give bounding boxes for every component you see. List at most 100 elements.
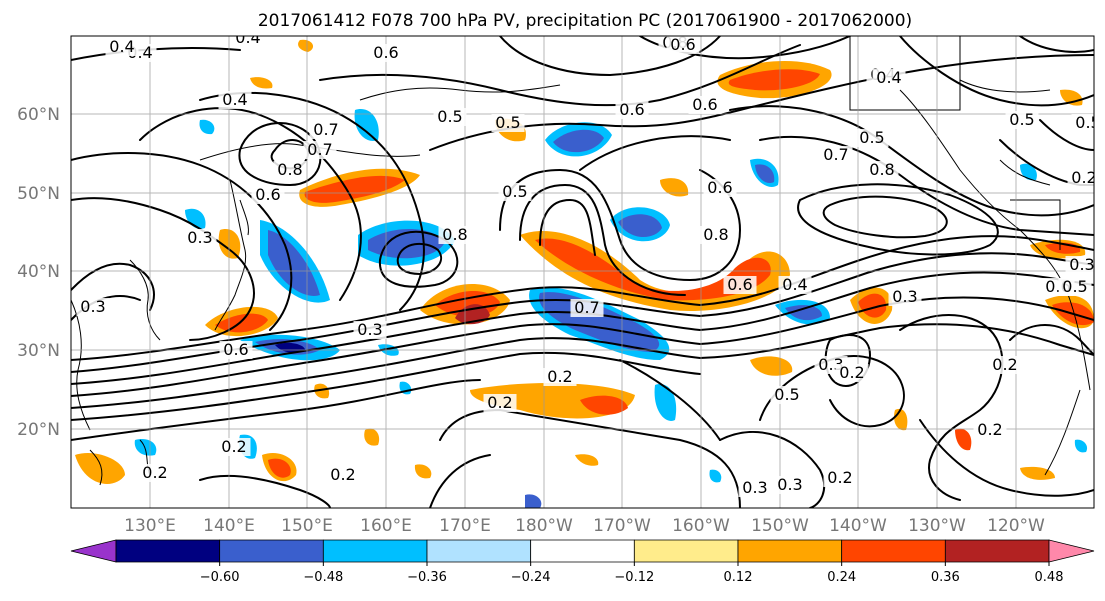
lat-label: 40°N (17, 262, 60, 282)
contour-label-bg (703, 179, 737, 197)
contour-label-bg (498, 183, 532, 201)
contour-label: 0.6 (255, 185, 280, 204)
figure-title: 2017061412 F078 700 hPa PV, precipitatio… (258, 11, 912, 31)
contour-label-bg (865, 161, 899, 179)
contour-label: 0.4 (222, 90, 247, 109)
lon-label: 130°W (908, 516, 966, 536)
contour-label: 0.4 (235, 28, 260, 47)
colorbar-extend-high (1048, 539, 1095, 563)
colorbar-segment (944, 539, 1050, 563)
contour-label: 0.3 (357, 320, 382, 339)
contour-label: 0.3 (1069, 255, 1094, 274)
contour-label-bg (823, 469, 857, 487)
contour-label-bg (570, 299, 604, 317)
contour-label-bg (438, 226, 472, 244)
contour-label-bg (138, 464, 172, 482)
contour-label: 0.2 (547, 367, 572, 386)
contour-label-bg (888, 288, 922, 306)
contour-label: 0.7 (313, 120, 338, 139)
colorbar-segment (633, 539, 739, 563)
lon-label: 160°W (672, 516, 730, 536)
contour-label-bg (770, 386, 804, 404)
contour-label-bg (231, 36, 265, 47)
contour-label: 0.2 (992, 355, 1017, 374)
contour-label: 0.5 (774, 385, 799, 404)
contour-label-bg (773, 476, 807, 494)
contour-label-bg (699, 226, 733, 244)
contour-label-bg (251, 186, 285, 204)
contour-label: 0.2 (221, 437, 246, 456)
contour-label-bg (738, 479, 772, 497)
lat-label: 20°N (17, 420, 60, 440)
contour-label: 0.2 (827, 468, 852, 487)
contour-label-bg (353, 321, 387, 339)
contour-label-bg (303, 141, 337, 159)
contour-label-bg (855, 129, 889, 147)
contour-label: 0.5 (859, 128, 884, 147)
contour-label: 0.6 (373, 43, 398, 62)
colorbar-segment (841, 539, 946, 563)
contour-label-bg (688, 96, 722, 114)
colorbar-tick-label: −0.24 (511, 570, 551, 585)
lat-label: 50°N (17, 184, 60, 204)
contour-label: 0.5 (1062, 277, 1087, 296)
contour-label: 0.6 (727, 275, 752, 294)
colorbar-tick-label: 0.24 (827, 570, 856, 585)
contour-label-bg (76, 298, 110, 316)
contour-label: 0.6 (223, 340, 248, 359)
contour-label: 0.3 (187, 228, 212, 247)
contour-label-bg (183, 229, 217, 247)
colorbar-tick-label: −0.48 (303, 570, 343, 585)
contour-label: 0.6 (619, 100, 644, 119)
colorbar-segment (737, 539, 843, 563)
colorbar-extend-low (70, 539, 117, 563)
contour-label-bg (778, 276, 812, 294)
contour-label: 0.7 (823, 145, 848, 164)
contour-label: 0.2 (330, 465, 355, 484)
contour-label: 0.4 (876, 68, 901, 87)
colorbar-tick-label: 0.36 (931, 570, 960, 585)
contour-label: 0.2 (487, 393, 512, 412)
latitude-axis: 60°N 50°N 40°N 30°N 20°N (17, 105, 60, 440)
longitude-axis: 130°E 140°E 150°E 160°E 170°E 180°W 170°… (124, 516, 1045, 536)
contour-label-bg (835, 364, 869, 382)
contour-label-bg (273, 161, 307, 179)
contour-label: 0.8 (277, 160, 302, 179)
contour-label-bg (988, 356, 1022, 374)
contour-label-bg (433, 108, 467, 126)
contour-label: 0.4 (782, 275, 807, 294)
lon-label: 120°W (987, 516, 1045, 536)
contour-label: 0.3 (80, 297, 105, 316)
lon-label: 170°W (593, 516, 651, 536)
contour-label: 0.8 (442, 225, 467, 244)
contour-label-bg (615, 101, 649, 119)
contour-label: 0.6 (670, 35, 695, 54)
lon-label: 140°W (829, 516, 887, 536)
contour-label-bg (1005, 111, 1039, 129)
contour-label: 0.3 (892, 287, 917, 306)
contour-label: 0.5 (437, 107, 462, 126)
contour-label-bg (872, 69, 906, 87)
lon-label: 150°E (281, 516, 333, 536)
colorbar-segment (322, 539, 428, 563)
colorbar-tick-label: −0.12 (614, 570, 654, 585)
contour-label: 0.3 (742, 478, 767, 497)
contour-label: 0.2 (839, 363, 864, 382)
colorbar: −0.60 −0.48 −0.36 −0.24 −0.12 0.12 0.24 0.36 0.4… (70, 539, 1095, 585)
contour-label-bg (217, 438, 251, 456)
colorbar-tick-label: 0.12 (724, 570, 753, 585)
contour-label-bg (483, 394, 517, 412)
contour-label: 0.2 (1071, 168, 1096, 187)
lon-label: 160°E (360, 516, 412, 536)
contour-label: 0.4 (109, 37, 134, 56)
contour-label: 0.5 (495, 113, 520, 132)
contour-label-bg (723, 276, 757, 294)
contour-label-bg (309, 121, 343, 139)
contour-label-bg (1065, 256, 1094, 274)
map-panel: 0.6 0.4 0.4 0.6 0.8 0.7 0.7 0.4 0.5 0.4 0.5 0.6 0.5 0… (70, 28, 1096, 509)
colorbar-tick-label: −0.36 (407, 570, 447, 585)
contour-label: 0.3 (777, 475, 802, 494)
lon-label: 180°W (515, 516, 573, 536)
contour-label: 0.8 (869, 160, 894, 179)
contour-label: 0.6 (692, 95, 717, 114)
